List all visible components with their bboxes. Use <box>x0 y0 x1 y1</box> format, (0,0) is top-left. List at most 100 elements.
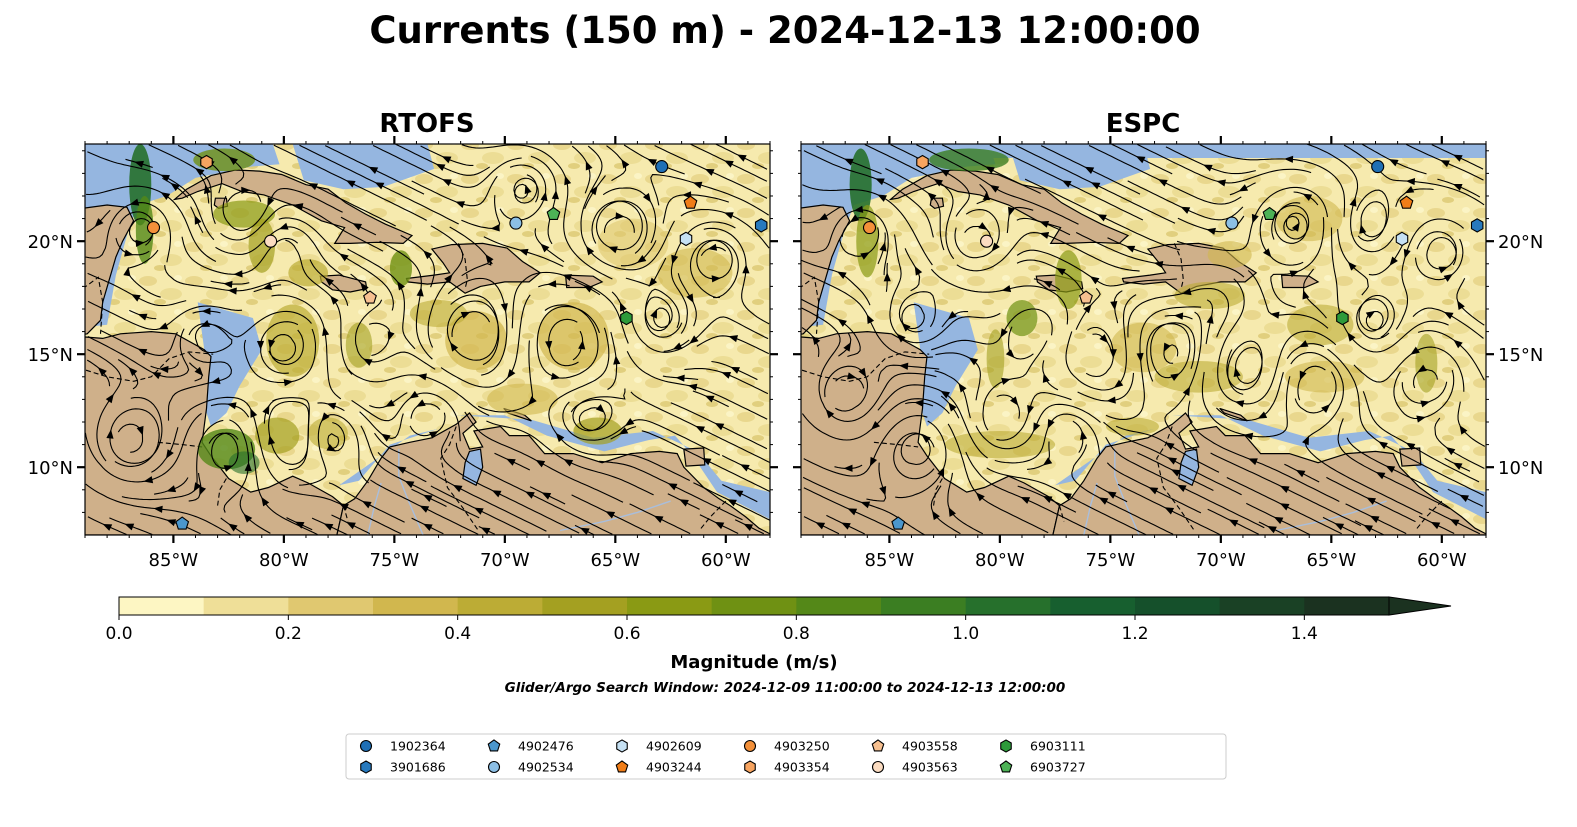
shallow-shelf <box>197 302 262 427</box>
colorbar-tick-label: 1.0 <box>952 624 979 644</box>
streamline-arrow <box>203 184 211 194</box>
streamline-arrow <box>223 465 234 472</box>
magnitude-patch <box>345 322 373 368</box>
streamline-arrow <box>444 274 453 284</box>
float-marker-3901686 <box>1470 218 1484 233</box>
streamline-arrow <box>879 241 887 252</box>
lat-tick-label: 10°N <box>28 458 73 479</box>
streamline-arrow <box>143 476 154 484</box>
legend-marker-4903563 <box>871 760 885 774</box>
streamline-arrow <box>1153 260 1164 269</box>
streamline-arrow <box>106 429 114 439</box>
streamline-arrow <box>653 515 664 523</box>
river <box>1114 449 1140 535</box>
streamline-arrow <box>860 501 871 509</box>
streamline-arrow <box>396 466 407 474</box>
streamline-arrow <box>243 513 253 523</box>
float-marker-6903727 <box>1262 206 1277 220</box>
streamline-arrow <box>1417 364 1427 373</box>
streamline-arrow <box>1452 462 1463 470</box>
streamline-arrow <box>940 390 950 399</box>
legend-item-4903244: 4903244 <box>615 760 702 775</box>
streamline-arrow <box>1090 182 1101 190</box>
streamline-arrow <box>160 192 171 200</box>
streamline-arrow <box>352 223 362 231</box>
magnitude-patch <box>308 417 348 450</box>
float-marker-6903111 <box>620 310 633 326</box>
streamline-arrow <box>642 193 652 203</box>
streamline-arrow <box>326 402 337 410</box>
streamline-arrow <box>166 519 177 527</box>
streamline-arrow <box>268 435 276 445</box>
streamline-arrow <box>409 390 419 399</box>
legend-item-4903250: 4903250 <box>743 739 830 754</box>
streamline-arrow <box>1181 288 1192 296</box>
streamline-arrow <box>1453 339 1463 349</box>
float-markers <box>862 154 1484 530</box>
legend-label-3901686: 3901686 <box>390 760 446 775</box>
float-marker-4903244 <box>683 195 698 209</box>
colorbar-segment <box>711 597 797 615</box>
legend-marker-4902609 <box>616 739 628 753</box>
streamline-arrow <box>901 322 911 332</box>
streamline-arrow <box>1366 497 1376 505</box>
legend-item-6903727: 6903727 <box>999 760 1086 775</box>
streamline-arrow <box>914 266 923 276</box>
legend-label-4903558: 4903558 <box>902 739 958 754</box>
streamline-arrow <box>1347 261 1357 271</box>
streamline-arrow <box>675 374 685 382</box>
colorbar-segment <box>1304 597 1390 615</box>
streamline-arrow <box>1089 276 1100 285</box>
streamline-arrow <box>193 482 202 492</box>
streamlines <box>801 144 1486 535</box>
colorbar-segment <box>1050 597 1136 615</box>
streamline-arrow <box>1056 267 1066 276</box>
colorbar-segment <box>373 597 459 615</box>
streamline-arrow <box>724 212 734 219</box>
country-border <box>1414 500 1443 531</box>
river <box>1083 482 1098 535</box>
streamline-arrow <box>836 271 847 279</box>
streamline-arrow <box>687 383 698 391</box>
streamline-arrow <box>227 402 237 410</box>
streamlines <box>85 144 770 535</box>
streamline-arrow <box>1042 457 1053 466</box>
streamline-arrow <box>933 178 943 187</box>
float-marker-1902364 <box>1371 160 1385 174</box>
colorbar-tick-label: 1.2 <box>1121 624 1148 644</box>
streamline-arrow <box>1047 419 1055 429</box>
streamline-arrow <box>491 490 502 498</box>
streamline-arrow <box>228 523 238 532</box>
streamline-arrow <box>261 496 270 507</box>
streamline-arrow <box>194 167 205 177</box>
colorbar-label: Magnitude (m/s) <box>670 652 837 673</box>
streamline-arrow <box>1167 457 1178 465</box>
streamline-arrow <box>1445 447 1456 456</box>
streamline-arrow <box>134 160 144 168</box>
legend-label-4903354: 4903354 <box>774 760 830 775</box>
streamline-arrow <box>858 367 867 378</box>
axis-ticks: 85°W 80°W 75°W 70°W 65°W 60°W 10°N 15°N 20°N <box>28 136 778 571</box>
lon-tick-label: 60°W <box>701 550 751 571</box>
float-marker-4902609 <box>1395 231 1409 247</box>
float-marker-4903563 <box>264 234 278 248</box>
streamline-arrow <box>1001 377 1011 385</box>
streamline-arrow <box>194 215 202 225</box>
country-border <box>157 441 203 448</box>
magnitude-patch <box>537 302 609 371</box>
streamline-arrow <box>1248 458 1258 466</box>
streamline-arrow <box>194 366 204 377</box>
streamline-arrow <box>1321 404 1331 413</box>
country-border <box>1058 505 1065 522</box>
lon-tick-label: 85°W <box>865 550 915 571</box>
float-marker-4903354 <box>200 154 213 170</box>
streamline-arrow <box>879 486 887 496</box>
streamline-arrow <box>1443 311 1454 320</box>
legend-label-4903563: 4903563 <box>902 760 958 775</box>
shallow-shelf <box>339 428 439 486</box>
streamline-arrow <box>94 218 104 228</box>
streamline-arrow <box>1267 526 1277 534</box>
streamline-arrow <box>692 181 703 189</box>
streamline-arrow <box>123 266 131 277</box>
